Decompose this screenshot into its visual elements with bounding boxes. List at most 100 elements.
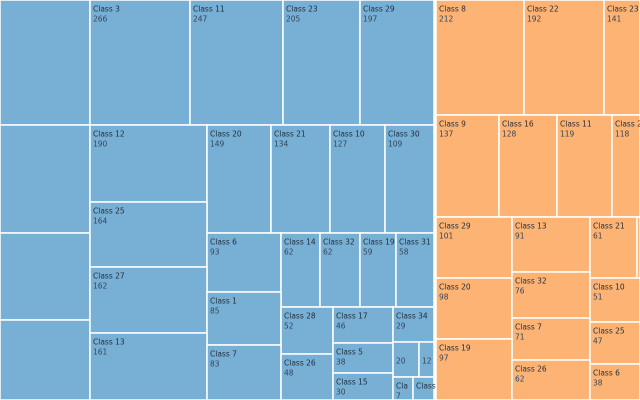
cell-value: 62 bbox=[323, 248, 333, 257]
cell-label: Class 21 bbox=[593, 222, 625, 231]
cell-label: Class 26 bbox=[515, 365, 547, 374]
group-a-cell-28 bbox=[392, 341, 420, 378]
cell-label: Class 25 bbox=[93, 207, 125, 216]
cell-value: 161 bbox=[93, 348, 108, 357]
cell-value: 62 bbox=[515, 375, 525, 384]
group-a-cell-1 bbox=[0, 124, 91, 234]
group-a-cell-class-32 bbox=[319, 232, 361, 308]
cell-label: Class 7 bbox=[210, 350, 237, 359]
cell-value: 197 bbox=[363, 15, 378, 24]
group-a-cell-class-26 bbox=[280, 353, 334, 400]
cell-value: 149 bbox=[210, 140, 225, 149]
cell-label: Class 14 bbox=[284, 238, 316, 247]
group-a-cell-2 bbox=[0, 232, 91, 321]
cell-value: 134 bbox=[274, 140, 289, 149]
cell-value: 30 bbox=[336, 388, 346, 397]
group-a-cell-class-27 bbox=[89, 266, 208, 334]
cell-value: 85 bbox=[210, 307, 220, 316]
cell-label: Class 15 bbox=[336, 378, 368, 387]
cell-label: Class 31 bbox=[399, 238, 431, 247]
group-b-cell-class-9 bbox=[435, 114, 500, 218]
group-a-cell-class-28 bbox=[280, 306, 334, 355]
cell-label: Class 13 bbox=[515, 222, 547, 231]
cell-value: 190 bbox=[93, 140, 108, 149]
cell-label: Class 9 bbox=[439, 120, 466, 129]
cell-value: 266 bbox=[93, 15, 108, 24]
group-a-cell-class-6 bbox=[206, 232, 282, 293]
group-a-cell-class-1 bbox=[206, 291, 282, 346]
cell-label: Class 29 bbox=[439, 222, 471, 231]
group-a-cell-class-5 bbox=[332, 342, 394, 374]
group-b-cell-class-29 bbox=[435, 216, 513, 279]
cell-value: 29 bbox=[396, 322, 406, 331]
group-a-cell-class-3 bbox=[89, 0, 191, 126]
group-a-cell-class-7-group: Class 783 bbox=[206, 344, 282, 400]
group-b-cell-class-6 bbox=[589, 363, 640, 400]
group-a-cell-class-1-group: Class 185 bbox=[206, 291, 282, 346]
cell-value: 205 bbox=[286, 15, 301, 24]
cell-label: Class 21 bbox=[274, 130, 306, 139]
cell-label: Class 25 bbox=[593, 327, 625, 336]
cell-label: Class 1 bbox=[210, 297, 237, 306]
cell-label: Cla bbox=[396, 382, 408, 391]
cell-label: Class bbox=[416, 382, 436, 391]
cell-value: 164 bbox=[93, 217, 108, 226]
cell-value: 61 bbox=[593, 232, 603, 241]
group-a-cell-class-30 bbox=[384, 124, 435, 234]
group-a-cell-3-group bbox=[0, 319, 91, 400]
cell-value: 141 bbox=[607, 15, 622, 24]
group-b-cell-class-22 bbox=[523, 0, 605, 116]
group-a-cell-class-25 bbox=[89, 201, 208, 268]
group-a-cell-2-group bbox=[0, 232, 91, 321]
cell-value: 62 bbox=[284, 248, 294, 257]
cell-value: 7 bbox=[396, 392, 401, 400]
cell-label: Class 23 bbox=[607, 5, 639, 14]
cell-label: Class 28 bbox=[284, 312, 316, 321]
cell-label: Class 30 bbox=[388, 130, 420, 139]
cell-value: 71 bbox=[515, 333, 525, 342]
cell-value: 83 bbox=[210, 360, 220, 369]
group-a-cell-class-17 bbox=[332, 306, 394, 344]
cell-value: 127 bbox=[333, 140, 348, 149]
group-a-cell-3 bbox=[0, 319, 91, 400]
cell-value: 118 bbox=[615, 130, 630, 139]
group-a-cell-class-31 bbox=[395, 232, 435, 308]
group-a-cell-1-group bbox=[0, 124, 91, 234]
group-a-cell-32 bbox=[412, 376, 435, 400]
cell-label: Class 3 bbox=[93, 5, 120, 14]
cell-value: 128 bbox=[502, 130, 517, 139]
cell-label: Class 23 bbox=[286, 5, 318, 14]
cell-value: 12 bbox=[422, 357, 432, 366]
group-a-cell-28-group: 20 bbox=[392, 341, 420, 378]
cell-label: Class 19 bbox=[363, 238, 395, 247]
cell-value: 38 bbox=[336, 358, 346, 367]
cell-label: Class 10 bbox=[593, 283, 625, 292]
group-a-cell-class-19 bbox=[359, 232, 397, 308]
cell-value: 247 bbox=[193, 15, 208, 24]
cell-value: 192 bbox=[527, 15, 542, 24]
cell-label: Class 32 bbox=[323, 238, 355, 247]
group-a-cell-class-7 bbox=[206, 344, 282, 400]
cell-label: Class 27 bbox=[93, 272, 125, 281]
